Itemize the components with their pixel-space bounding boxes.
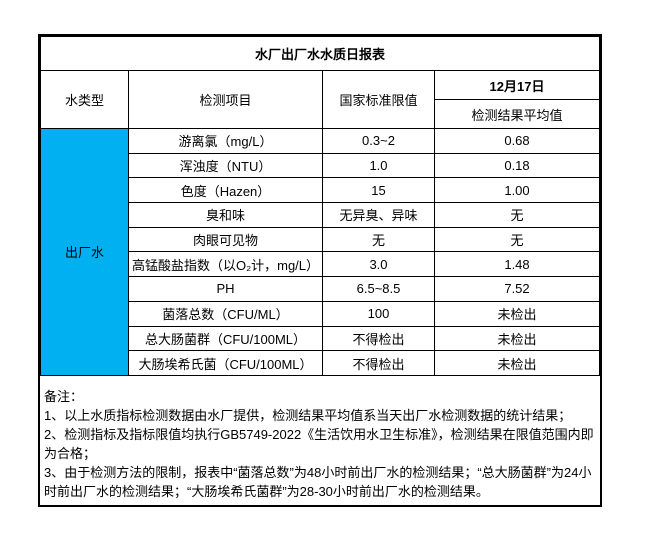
cell-result: 7.52 [434,276,600,302]
cell-standard: 不得检出 [322,325,435,352]
cell-result: 1.00 [434,177,600,204]
table-row: 总大肠菌群（CFU/100ML） 不得检出 未检出 [41,325,600,352]
cell-result: 未检出 [434,300,600,327]
table-row: 大肠埃希氏菌（CFU/100ML） 不得检出 未检出 [41,350,600,376]
table-row: 臭和味 无异臭、异味 无 [41,202,600,228]
notes-section: 备注： 1、以上水质指标检测数据由水厂提供，检测结果平均值系当天出厂水检测数据的… [40,376,600,501]
cell-item: 大肠埃希氏菌（CFU/100ML） [128,350,323,376]
cell-standard: 15 [322,177,435,204]
table-row: 出厂水 游离氯（mg/L） 0.3~2 0.68 [40,128,600,376]
cell-standard: 无异臭、异味 [322,202,435,228]
cell-standard: 无 [322,226,435,253]
cell-standard: 不得检出 [322,350,435,376]
table-row: 色度（Hazen） 15 1.00 [41,177,600,204]
cell-result: 1.48 [434,251,600,278]
header-row-2: 检测结果平均值 [41,99,600,129]
header-row-1: 水类型 检测项目 国家标准限值 12月17日 [40,70,600,129]
cell-standard: 6.5~8.5 [322,276,435,302]
cell-item: 臭和味 [128,202,323,228]
cell-result: 0.68 [434,128,600,154]
cell-result: 未检出 [434,350,600,376]
page-title: 水厂出厂水水质日报表 [40,36,600,71]
header-item: 检测项目 [128,70,323,129]
cell-result: 无 [434,226,600,253]
header-standard: 国家标准限值 [322,70,435,129]
cell-result: 无 [434,202,600,228]
header-date: 12月17日 [434,70,600,100]
cell-result: 0.18 [434,152,600,179]
title-row: 水厂出厂水水质日报表 [40,36,600,71]
header-water-type: 水类型 [40,70,129,129]
cell-item: 浑浊度（NTU） [128,152,323,179]
cell-item: PH [128,276,323,302]
cell-item: 高锰酸盐指数（以O₂计，mg/L） [128,251,323,278]
note-line: 1、以上水质指标检测数据由水厂提供，检测结果平均值系当天出厂水检测数据的统计结果… [44,407,572,423]
cell-standard: 3.0 [322,251,435,278]
notes-label: 备注： [44,388,84,404]
header-result: 检测结果平均值 [434,99,600,129]
cell-item: 肉眼可见物 [128,226,323,253]
cell-standard: 100 [322,300,435,327]
cell-standard: 0.3~2 [322,128,435,154]
cell-item: 菌落总数（CFU/ML） [128,300,323,327]
water-type-cell: 出厂水 [40,128,129,376]
table-row: 高锰酸盐指数（以O₂计，mg/L） 3.0 1.48 [41,251,600,278]
cell-result: 未检出 [434,325,600,352]
note-line: 3、由于检测方法的限制，报表中“菌落总数”为48小时前出厂水的检测结果；“总大肠… [44,464,592,499]
cell-item: 总大肠菌群（CFU/100ML） [128,325,323,352]
table-row: 菌落总数（CFU/ML） 100 未检出 [41,300,600,327]
water-quality-table: 水厂出厂水水质日报表 水类型 检测项目 国家标准限值 12月17日 检测结果平均… [40,36,600,376]
cell-standard: 1.0 [322,152,435,179]
table-row: 肉眼可见物 无 无 [41,226,600,253]
table-row: 浑浊度（NTU） 1.0 0.18 [41,152,600,179]
table-row: PH 6.5~8.5 7.52 [41,276,600,302]
note-line: 2、检测指标及指标限值均执行GB5749-2022《生活饮用水卫生标准》，检测结… [44,426,594,461]
cell-item: 游离氯（mg/L） [128,128,323,154]
cell-item: 色度（Hazen） [128,177,323,204]
daily-report-box: 水厂出厂水水质日报表 水类型 检测项目 国家标准限值 12月17日 检测结果平均… [38,34,602,507]
